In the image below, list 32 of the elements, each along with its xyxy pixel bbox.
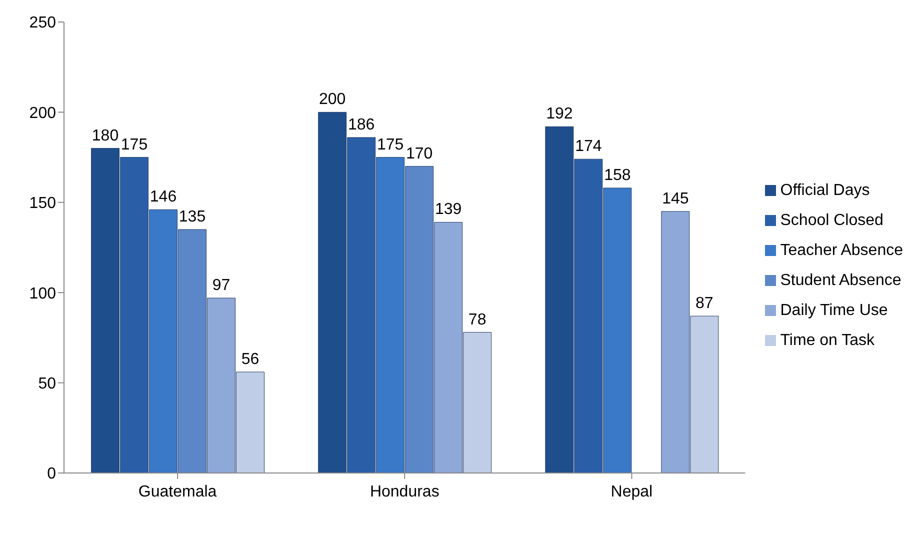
data-label: 87: [696, 295, 714, 312]
data-label: 174: [575, 138, 602, 156]
data-label: 180: [92, 127, 119, 144]
y-tick-label: 200: [29, 104, 56, 122]
data-label: 175: [120, 136, 148, 154]
data-label: 192: [546, 106, 573, 123]
data-label: 135: [178, 208, 206, 226]
data-label: 78: [468, 311, 486, 328]
x-tick-label: Honduras: [370, 483, 440, 500]
data-label: 175: [376, 136, 404, 154]
x-tick-label: Nepal: [610, 483, 653, 500]
data-label: 56: [241, 350, 260, 368]
legend-label: Official Days: [780, 182, 870, 198]
y-tick-label: 250: [29, 14, 56, 32]
legend-label: Teacher Absence: [780, 242, 903, 258]
y-tick-label: 0: [47, 466, 56, 483]
data-label: 170: [406, 145, 433, 162]
x-tick-label: Guatemala: [138, 483, 217, 500]
data-label: 186: [348, 116, 375, 134]
y-tick-label: 50: [38, 375, 56, 392]
legend-label: Time on Task: [780, 332, 875, 348]
y-tick-label: 100: [29, 285, 56, 302]
data-label: 145: [662, 190, 689, 208]
data-label: 146: [150, 188, 177, 206]
y-tick-label: 150: [29, 195, 56, 212]
legend-label: Daily Time Use: [780, 302, 888, 318]
data-label: 158: [604, 166, 631, 184]
data-label: 200: [318, 91, 346, 108]
data-label: 97: [212, 277, 230, 294]
data-label: 139: [434, 201, 462, 218]
legend-label: Student Absence: [780, 272, 902, 288]
legend-label: School Closed: [780, 212, 884, 228]
